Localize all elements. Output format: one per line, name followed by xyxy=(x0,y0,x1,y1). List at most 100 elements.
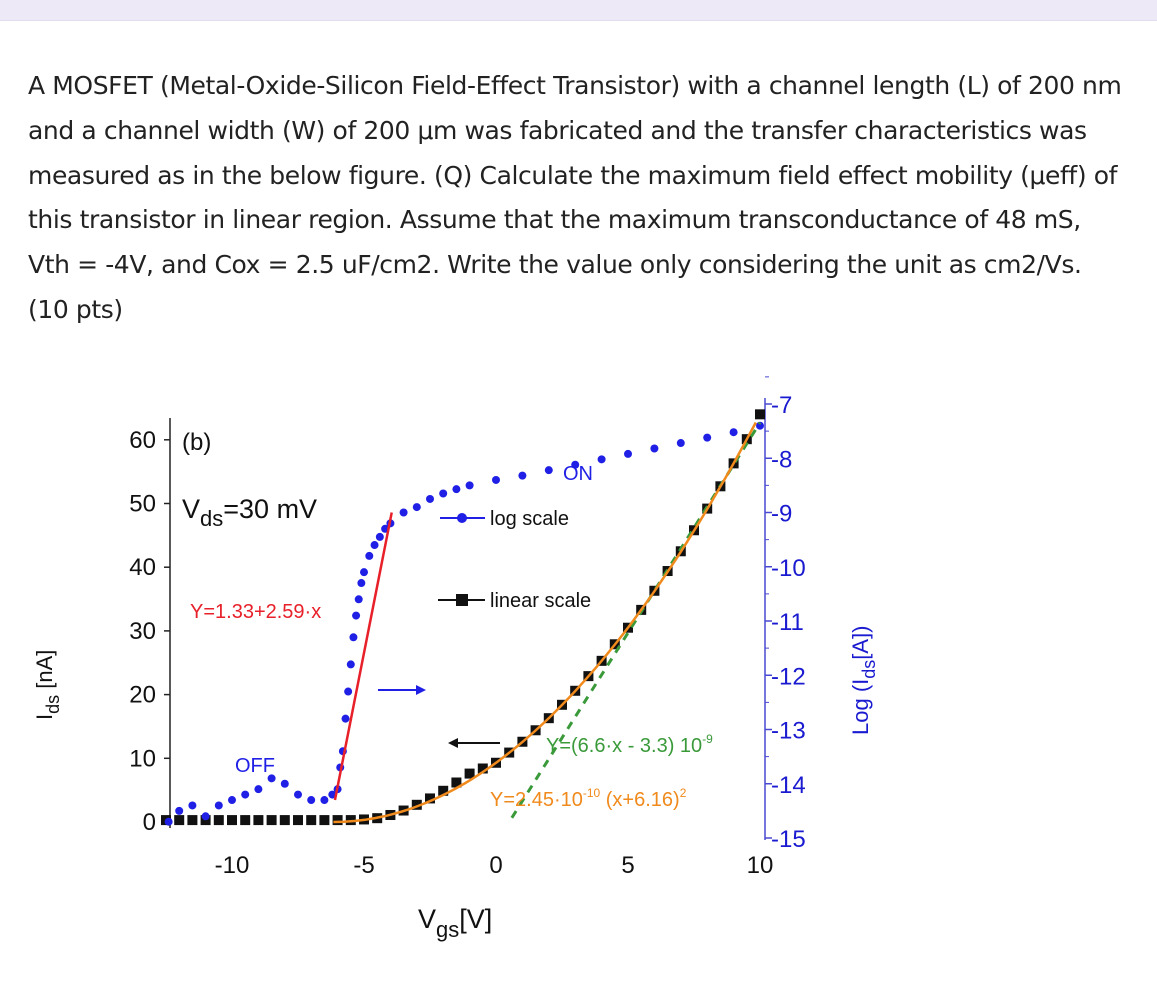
y-right-tick-label: -9 xyxy=(771,501,792,528)
log-scale-point xyxy=(188,801,197,810)
linear-scale-point xyxy=(438,785,449,796)
log-scale-point xyxy=(254,785,263,794)
red-fit-label: Y=1.33+2.59·x xyxy=(190,601,321,623)
log-scale-point xyxy=(624,449,632,458)
y-right-tick-label: -8 xyxy=(771,446,792,473)
y-right-tick-label: -13 xyxy=(771,718,806,745)
log-scale-point xyxy=(465,481,474,490)
log-scale-point xyxy=(228,796,236,805)
linear-scale-point xyxy=(266,815,277,826)
log-scale-point xyxy=(346,660,355,669)
log-scale-point xyxy=(214,801,223,810)
log-scale-point xyxy=(267,774,276,783)
x-tick-label: -10 xyxy=(215,852,250,879)
log-scale-point xyxy=(349,633,358,642)
log-scale-point xyxy=(375,532,384,541)
log-scale-point xyxy=(412,503,421,512)
linear-scale-point xyxy=(425,793,435,804)
log-scale-point xyxy=(352,611,361,620)
y-left-tick-label: 0 xyxy=(143,809,156,836)
linear-scale-point xyxy=(213,815,224,826)
legend-square-marker xyxy=(456,594,468,606)
x-tick-label: -5 xyxy=(353,852,374,879)
legend-linear-label: linear scale xyxy=(490,590,591,612)
linear-scale-point xyxy=(227,815,237,826)
green-fit-label: Y=(6.6·x - 3.3) 10-9 xyxy=(546,732,713,757)
linear-scale-point xyxy=(755,409,765,420)
vds-condition: Vds=30 mV xyxy=(182,494,317,531)
y-left-tick-label: 30 xyxy=(129,618,156,645)
x-tick-label: 0 xyxy=(489,852,502,879)
log-scale-point xyxy=(201,812,210,821)
x-axis-label: Vgs[V] xyxy=(418,904,492,942)
linear-scale-point xyxy=(319,815,330,826)
log-scale-point xyxy=(164,817,173,826)
log-scale-point xyxy=(518,471,527,480)
arrow-to-right-axis xyxy=(378,685,426,695)
y-right-tick-label: -15 xyxy=(771,826,806,853)
log-scale-point xyxy=(341,714,350,723)
log-scale-point xyxy=(650,444,659,453)
log-scale-point xyxy=(241,790,250,799)
log-scale-point xyxy=(676,439,685,448)
linear-scale-point xyxy=(477,763,488,774)
off-label: OFF xyxy=(235,755,275,777)
on-label: ON xyxy=(563,463,593,485)
log-scale-point xyxy=(426,494,434,503)
linear-scale-point xyxy=(306,815,317,826)
log-scale-point xyxy=(344,687,353,696)
log-scale-point xyxy=(544,466,553,475)
linear-scale-point xyxy=(253,815,264,826)
log-scale-point xyxy=(370,541,379,550)
y-right-axis-label: Log (Ids[A]) xyxy=(848,625,879,735)
legend-log-label: log scale xyxy=(490,508,569,530)
data-marks xyxy=(161,409,765,826)
legend-log-scale: log scale xyxy=(440,508,569,530)
y-right-tick-label: -12 xyxy=(771,663,806,690)
orange-fit-curve xyxy=(333,421,757,824)
linear-scale-point xyxy=(187,815,198,826)
top-bar xyxy=(0,0,1157,21)
log-scale-point xyxy=(571,460,580,469)
legend-linear-scale: linear scale xyxy=(438,590,591,612)
green-fit-line xyxy=(510,421,762,819)
question-text: A MOSFET (Metal-Oxide-Silicon Field-Effe… xyxy=(28,71,1122,324)
log-scale-point xyxy=(294,790,302,799)
y-right-tick-label: -11 xyxy=(771,609,804,636)
linear-scale-point xyxy=(451,777,462,788)
log-scale-point xyxy=(439,489,448,498)
log-scale-point xyxy=(597,455,606,464)
linear-scale-point xyxy=(279,815,290,826)
log-scale-point xyxy=(360,568,368,577)
log-scale-point xyxy=(729,428,738,437)
red-fit-line xyxy=(333,512,393,801)
log-scale-point xyxy=(357,579,366,588)
y-left-axis-label: Ids [nA] xyxy=(32,650,63,720)
log-scale-point xyxy=(365,551,374,560)
linear-scale-point xyxy=(293,815,303,826)
log-scale-point xyxy=(307,796,316,805)
log-scale-point xyxy=(328,790,337,799)
y-left-tick-label: 50 xyxy=(129,491,156,518)
log-scale-point xyxy=(175,806,184,815)
legend-circle-marker xyxy=(457,513,467,523)
linear-scale-point xyxy=(240,815,251,826)
x-tick-label: 10 xyxy=(747,852,774,879)
log-scale-point xyxy=(399,508,408,517)
y-left-tick-label: 20 xyxy=(129,682,156,709)
log-scale-point xyxy=(320,796,329,805)
linear-scale-point xyxy=(174,815,185,826)
log-scale-point xyxy=(354,595,363,604)
linear-scale-point xyxy=(464,768,475,779)
y-left-tick-label: 60 xyxy=(129,427,156,454)
log-scale-point xyxy=(492,475,500,484)
log-scale-point xyxy=(280,779,289,788)
arrow-to-left-axis xyxy=(448,738,500,748)
log-scale-point xyxy=(703,433,712,442)
y-right-tick-label: -10 xyxy=(771,555,806,582)
orange-fit-label: Y=2.45·10-10 (x+6.16)2 xyxy=(490,786,687,811)
y-right-tick-label: -14 xyxy=(771,772,806,799)
linear-scale-point xyxy=(332,815,343,826)
y-left-tick-label: 40 xyxy=(129,554,156,581)
